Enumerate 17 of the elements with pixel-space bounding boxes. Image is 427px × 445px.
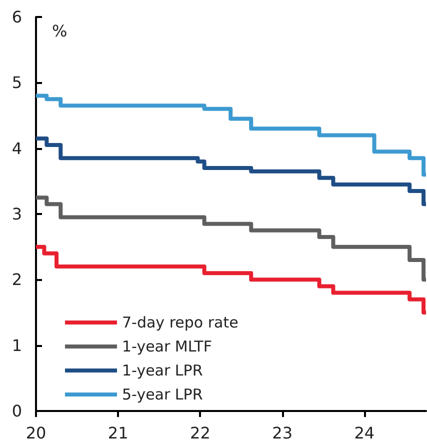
y-tick-label: 1 [12, 336, 22, 355]
x-tick-label: 24 [354, 424, 375, 442]
y-tick-label: 3 [12, 204, 22, 224]
legend-label: 1-year MLTF [122, 338, 212, 356]
y-tick-label: 2 [12, 270, 22, 290]
y-tick-label: 4 [12, 138, 22, 158]
x-tick-label: 21 [108, 424, 128, 442]
x-tick-label: 23 [272, 424, 292, 442]
x-tick-label: 20 [26, 424, 46, 442]
y-tick-label: 6 [12, 8, 22, 26]
legend-label: 7-day repo rate [122, 314, 238, 332]
legend-label: 1-year LPR [122, 362, 203, 380]
x-tick-label: 22 [190, 424, 210, 442]
y-tick-label: 0 [12, 402, 22, 420]
y-axis-title: % [52, 22, 68, 40]
legend-label: 5-year LPR [122, 386, 203, 404]
y-tick-label: 5 [12, 73, 22, 92]
